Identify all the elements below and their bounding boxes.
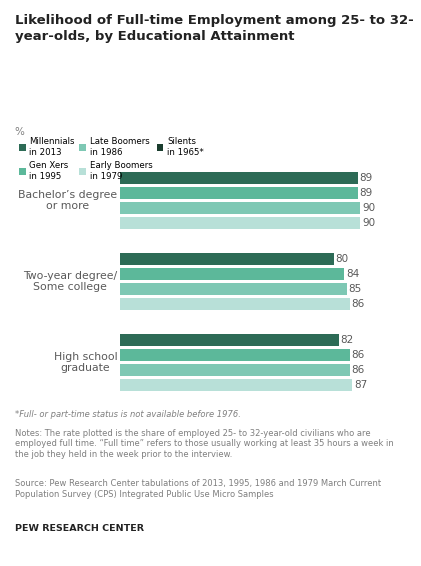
Text: 84: 84 xyxy=(346,269,359,279)
Bar xyxy=(120,298,349,310)
Text: 80: 80 xyxy=(336,254,349,264)
Text: %: % xyxy=(15,127,24,138)
Text: Source: Pew Research Center tabulations of 2013, 1995, 1986 and 1979 March Curre: Source: Pew Research Center tabulations … xyxy=(15,479,381,499)
Bar xyxy=(120,379,352,391)
Text: Two-year degree/
Some college: Two-year degree/ Some college xyxy=(23,271,117,293)
Bar xyxy=(120,364,349,376)
Bar xyxy=(120,268,344,280)
Text: 90: 90 xyxy=(362,218,375,228)
Text: 89: 89 xyxy=(360,188,373,198)
Text: *Full- or part-time status is not available before 1976.: *Full- or part-time status is not availa… xyxy=(15,410,241,419)
Text: 90: 90 xyxy=(362,203,375,213)
Text: Bachelor’s degree
or more: Bachelor’s degree or more xyxy=(18,190,117,211)
Text: PEW RESEARCH CENTER: PEW RESEARCH CENTER xyxy=(15,524,144,533)
Bar xyxy=(120,349,349,361)
Text: 86: 86 xyxy=(352,299,365,309)
Bar xyxy=(120,283,347,295)
Text: High school
graduate: High school graduate xyxy=(54,352,117,374)
Bar xyxy=(120,253,333,265)
Bar xyxy=(120,334,339,346)
Text: 85: 85 xyxy=(349,284,362,294)
Text: 82: 82 xyxy=(341,335,354,345)
Bar xyxy=(120,202,360,215)
Bar xyxy=(120,172,357,185)
Text: Likelihood of Full-time Employment among 25- to 32-
year-olds, by Educational At: Likelihood of Full-time Employment among… xyxy=(15,14,413,43)
Text: 89: 89 xyxy=(360,173,373,183)
Text: 86: 86 xyxy=(352,350,365,360)
Legend: Millennials
in 2013, Gen Xers
in 1995, Late Boomers
in 1986, Early Boomers
in 19: Millennials in 2013, Gen Xers in 1995, L… xyxy=(19,138,204,181)
Bar xyxy=(120,217,360,229)
Text: Notes: The rate plotted is the share of employed 25- to 32-year-old civilians wh: Notes: The rate plotted is the share of … xyxy=(15,429,394,459)
Text: 87: 87 xyxy=(354,380,368,390)
Text: 86: 86 xyxy=(352,365,365,375)
Bar xyxy=(120,187,357,199)
